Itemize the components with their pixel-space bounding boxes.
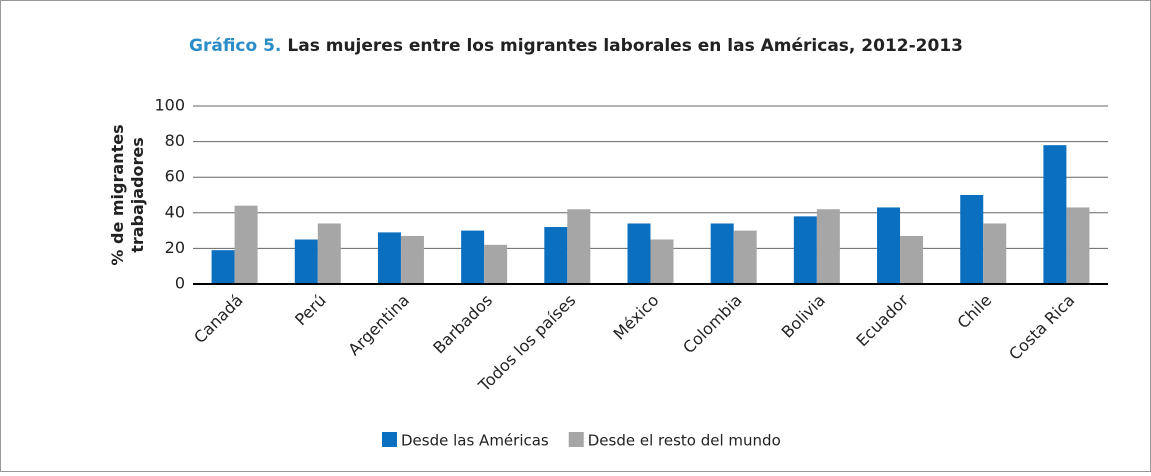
y-tick-label: 20	[165, 238, 185, 257]
bar	[816, 209, 840, 284]
bar	[793, 216, 817, 284]
bar	[1066, 207, 1090, 284]
y-tick-label: 0	[175, 274, 185, 293]
bar	[400, 235, 424, 284]
bar	[983, 223, 1007, 284]
bar	[377, 232, 401, 284]
legend-swatch	[382, 432, 397, 447]
y-tick-label: 80	[165, 131, 185, 150]
y-axis-label-line: trabajadores	[128, 137, 147, 253]
chart-title: Gráfico 5. Las mujeres entre los migrante…	[189, 36, 963, 56]
y-axis-label-line: % de migrantes	[108, 124, 127, 265]
y-tick-label: 40	[165, 202, 185, 221]
bar	[544, 227, 568, 284]
legend-swatch	[568, 432, 584, 447]
bar	[733, 230, 757, 284]
bar	[877, 207, 901, 284]
bar	[710, 223, 734, 284]
bar	[294, 239, 318, 284]
y-tick-label: 100	[154, 96, 185, 115]
bar	[960, 195, 984, 284]
bar	[211, 250, 235, 284]
legend-label: Desde las Américas	[401, 432, 549, 450]
bar	[461, 230, 485, 284]
bar	[900, 235, 924, 284]
title-number: Gráfico 5.	[189, 36, 281, 56]
bar	[1043, 145, 1067, 284]
bar	[627, 223, 651, 284]
title-text: Las mujeres entre los migrantes laborale…	[287, 36, 963, 56]
bar	[484, 244, 508, 284]
y-tick-label: 60	[165, 167, 185, 186]
bar	[567, 209, 591, 284]
bar	[650, 239, 674, 284]
bar	[234, 205, 258, 284]
bar	[317, 223, 341, 284]
y-axis-label: % de migrantestrabajadores	[108, 124, 147, 265]
legend-label: Desde el resto del mundo	[588, 432, 781, 450]
